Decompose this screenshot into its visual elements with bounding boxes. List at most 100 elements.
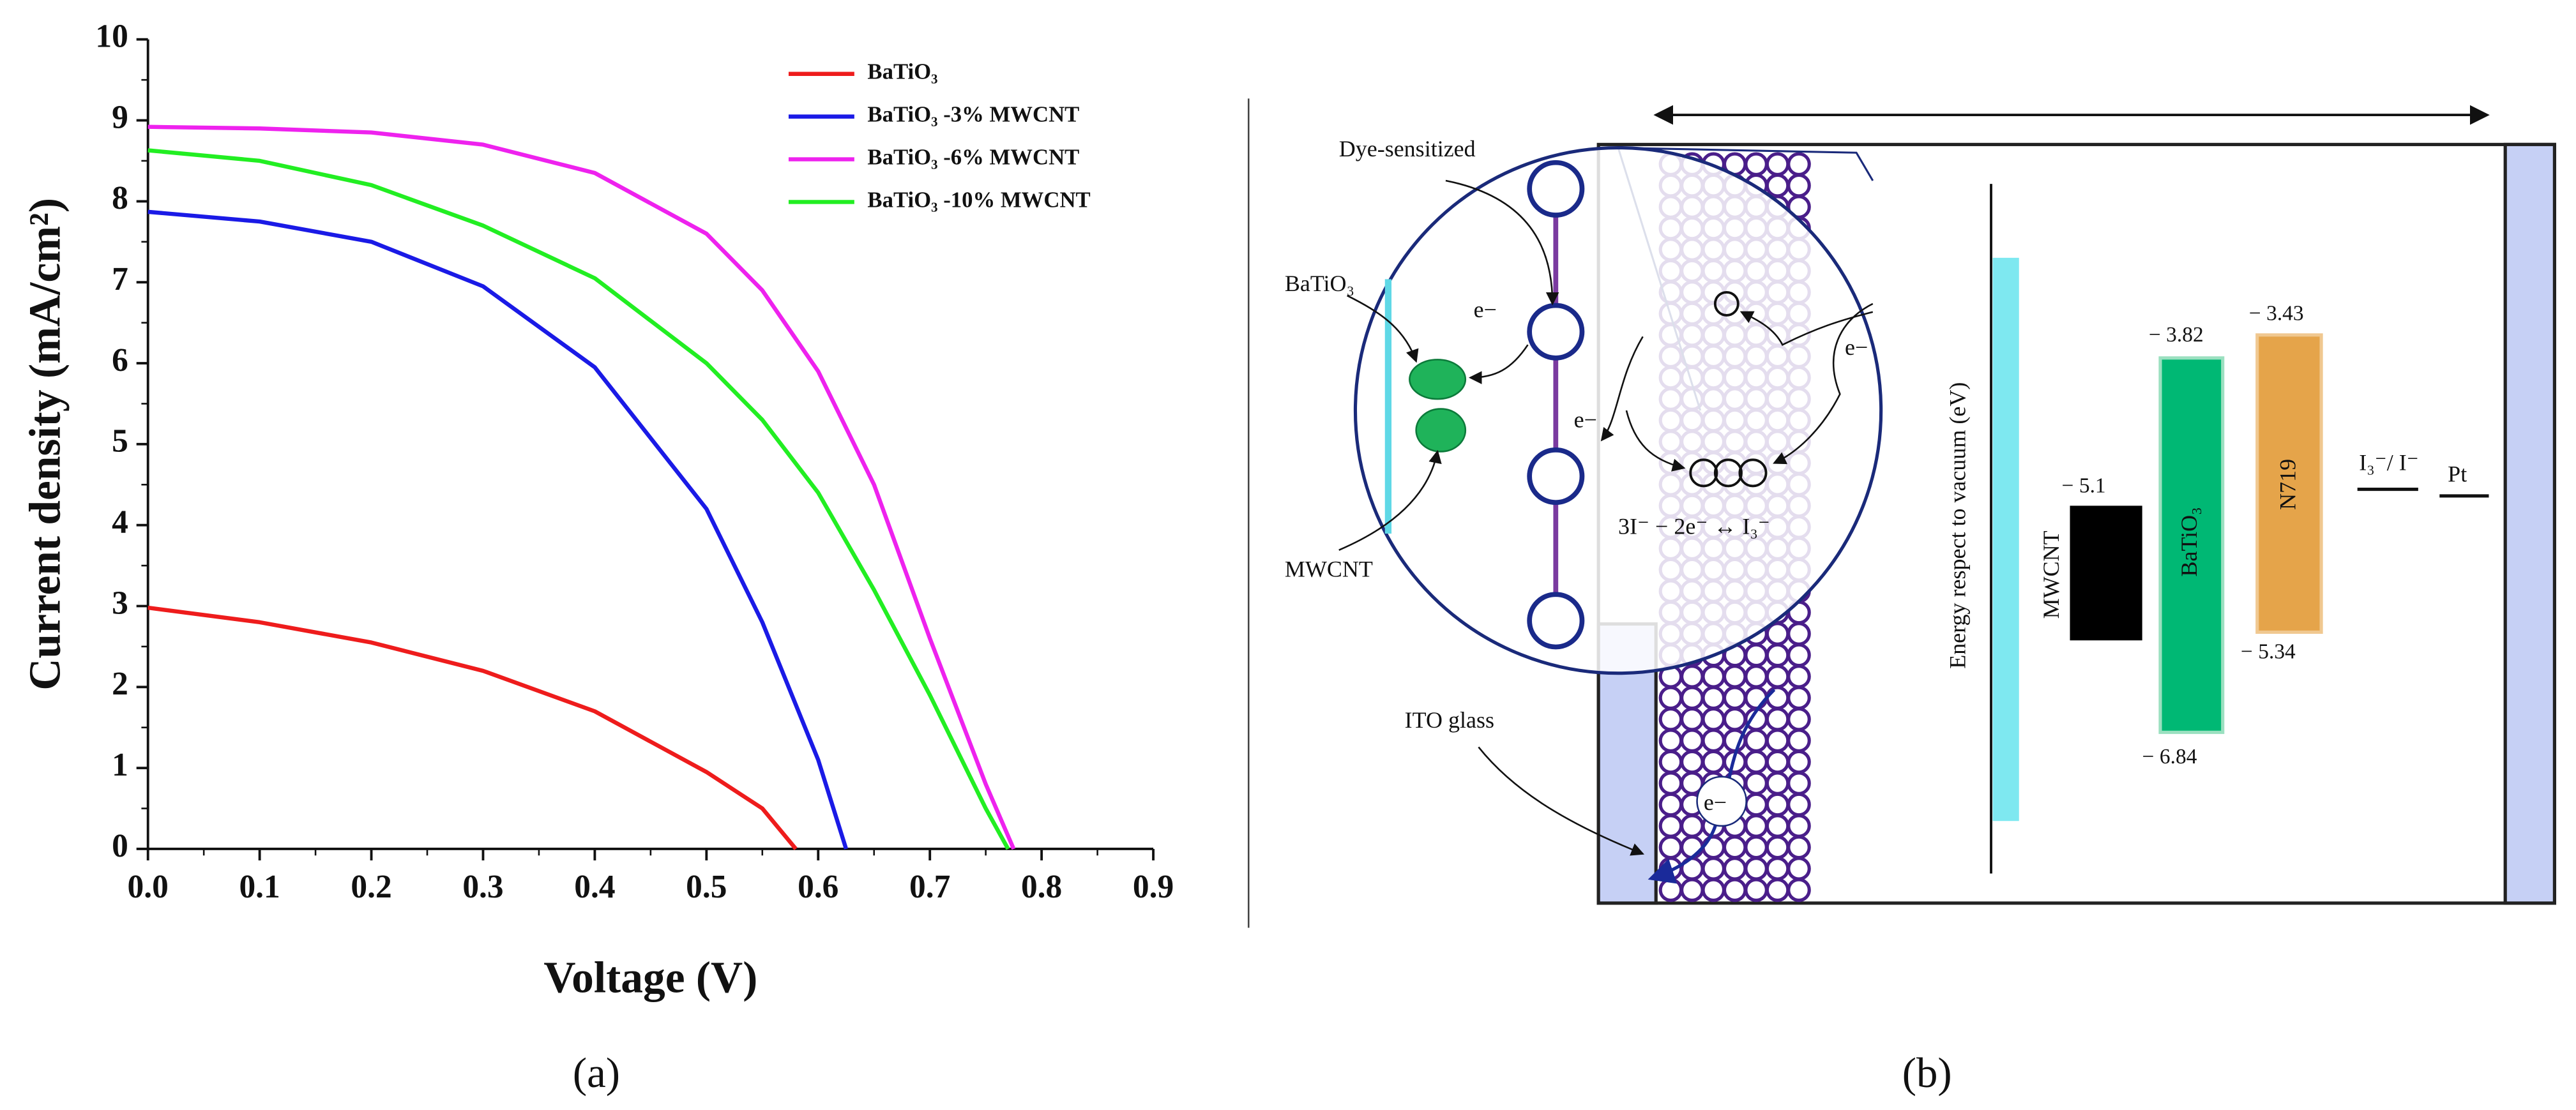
label: MWCNT	[1285, 556, 1373, 581]
lattice-ring	[1658, 686, 1683, 710]
label: Dye-sensitized	[1339, 136, 1476, 161]
lattice-ring	[1765, 664, 1790, 689]
lattice-ring	[1701, 728, 1726, 753]
lattice-ring	[1744, 643, 1768, 668]
arrow	[1347, 294, 1419, 363]
lattice-ring	[1765, 878, 1790, 903]
lattice-ring	[1744, 664, 1768, 689]
reaction: 3I⁻ − 2e⁻ ↔ I₃⁻	[1618, 514, 1770, 539]
label: ITO glass	[1405, 707, 1494, 733]
lattice-ring	[1680, 686, 1704, 710]
lattice-ring	[1722, 686, 1747, 710]
electron	[1696, 776, 1748, 827]
legend-label: BaTiO₃	[867, 59, 937, 84]
lattice-ring	[1744, 152, 1768, 177]
lattice-ring	[1787, 835, 1811, 860]
lattice-ring	[1744, 686, 1768, 710]
x-tick-label: 0.6	[798, 869, 838, 905]
dye-molecule	[1527, 303, 1585, 361]
triiodide	[1713, 458, 1743, 488]
band-label: N719	[2275, 459, 2300, 510]
electron-label: e−	[1845, 334, 1868, 360]
level-label: − 3.43	[2249, 302, 2304, 326]
iodide	[1713, 290, 1739, 317]
level-label: − 5.1	[2062, 474, 2106, 498]
lattice-ring	[1658, 792, 1683, 817]
lattice-ring	[1787, 749, 1811, 774]
lattice-ring	[1701, 707, 1726, 731]
x-tick-label: 0.0	[128, 869, 169, 905]
lattice-ring	[1680, 814, 1704, 838]
y-tick-label: 3	[112, 585, 128, 621]
lattice-ring	[1680, 728, 1704, 753]
arrow	[1338, 449, 1442, 551]
lattice-ring	[1658, 707, 1683, 731]
lattice-ring	[1765, 814, 1790, 838]
y-tick-label: 7	[112, 261, 128, 297]
lattice-ring	[1744, 878, 1768, 903]
lattice-ring	[1765, 173, 1790, 198]
lattice-ring	[1744, 771, 1768, 795]
lattice-ring	[1658, 835, 1683, 860]
arrow	[1739, 311, 1874, 346]
lattice-ring	[1680, 749, 1704, 774]
lattice-ring	[1744, 835, 1768, 860]
y-tick-label: 8	[112, 180, 128, 216]
lattice-ring	[1744, 792, 1768, 817]
x-tick-label: 0.5	[686, 869, 727, 905]
lattice-ring	[1765, 152, 1790, 177]
triiodide	[1738, 458, 1768, 488]
lattice-ring	[1701, 664, 1726, 689]
level-label: − 5.34	[2241, 640, 2296, 664]
magnifier	[1353, 146, 1883, 675]
lattice-ring	[1765, 857, 1790, 881]
arrow	[1445, 179, 1559, 306]
series-line	[148, 209, 849, 850]
lattice-ring	[1744, 728, 1768, 753]
pt-electrode	[2503, 142, 2556, 905]
series-line	[148, 148, 1010, 850]
lattice-ring	[1701, 835, 1726, 860]
y-tick-label: 4	[112, 504, 128, 540]
label: BaTiO₃	[1285, 271, 1354, 296]
lattice-ring	[1658, 814, 1683, 838]
lattice-ring	[1787, 686, 1811, 710]
lattice-ring	[1765, 749, 1790, 774]
lattice-ring	[1765, 792, 1790, 817]
lattice-ring	[1765, 643, 1790, 668]
legend-label: BaTiO₃ -3% MWCNT	[867, 102, 1079, 127]
lattice-ring	[1658, 749, 1683, 774]
lattice-ring	[1680, 664, 1704, 689]
lattice-ring	[1787, 622, 1811, 646]
lattice-ring	[1787, 771, 1811, 795]
x-tick-label: 0.1	[239, 869, 280, 905]
mwcnt-particle	[1415, 408, 1467, 453]
x-tick-label: 0.3	[462, 869, 503, 905]
dye-molecule	[1527, 592, 1585, 650]
mwcnt-band	[2070, 506, 2142, 641]
arrow	[1773, 303, 1874, 465]
arrow	[1600, 336, 1644, 442]
lattice-ring	[1765, 686, 1790, 710]
lattice-ring	[1787, 878, 1811, 903]
pt-label: Pt	[2448, 461, 2467, 486]
y-tick-label: 2	[112, 666, 128, 702]
chart-a: 0.0 0.1 0.2 0.3 0.4 0.5 0.6 0.7 0.8 0.9 0 1 2 3 4 5 6 7 8 9…	[20, 19, 1174, 1003]
lattice-ring	[1787, 173, 1811, 198]
lattice-ring	[1680, 835, 1704, 860]
lattice-ring	[1744, 814, 1768, 838]
y-tick-label: 6	[112, 342, 128, 379]
x-tick-label: 0.4	[574, 869, 615, 905]
lattice-ring	[1787, 707, 1811, 731]
lattice-ring	[1722, 835, 1747, 860]
lattice-ring	[1765, 707, 1790, 731]
band-label: MWCNT	[2038, 530, 2064, 619]
lattice-ring	[1722, 857, 1747, 881]
lattice-ring	[1701, 857, 1726, 881]
n719-band	[2255, 333, 2323, 634]
electron-label: e−	[1704, 790, 1727, 815]
lattice-ring	[1765, 835, 1790, 860]
lattice-ring	[1765, 771, 1790, 795]
redox-label: I₃⁻/ I⁻	[2359, 449, 2419, 475]
x-tick-label: 0.7	[909, 869, 950, 905]
